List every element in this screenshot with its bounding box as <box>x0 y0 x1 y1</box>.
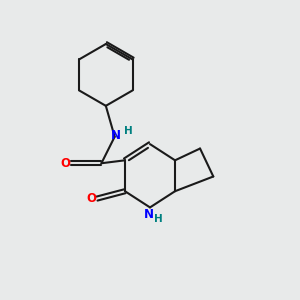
Text: O: O <box>60 157 70 170</box>
Text: H: H <box>124 126 132 136</box>
Text: N: N <box>143 208 154 221</box>
Text: O: O <box>86 192 96 205</box>
Text: N: N <box>110 129 121 142</box>
Text: H: H <box>154 214 163 224</box>
